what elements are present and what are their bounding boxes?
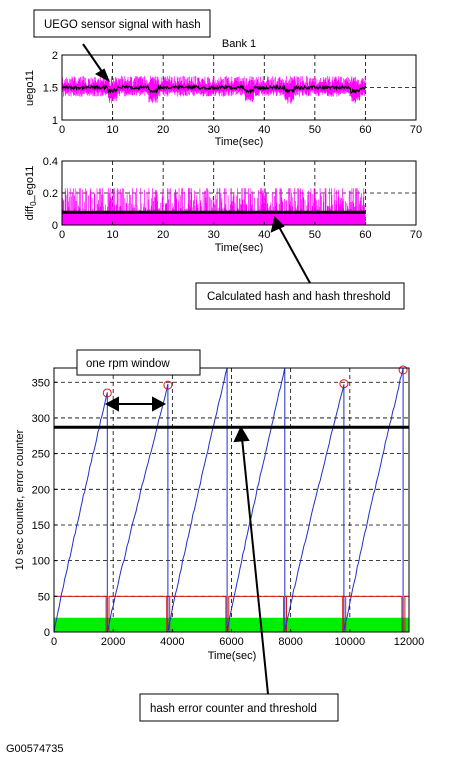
plot1-xtick-label: 50 bbox=[309, 124, 321, 136]
plot2-xtick-label: 60 bbox=[359, 229, 371, 241]
plot3-xtick-label: 4000 bbox=[160, 636, 184, 648]
plot2-xtick-label: 30 bbox=[208, 229, 220, 241]
plot1-ytick-label: 1 bbox=[52, 115, 58, 127]
peak-marker bbox=[339, 379, 349, 389]
annotation-arrows bbox=[82, 43, 311, 695]
hash-plot: 0 10 20 30 40 50 60 70 00.20.4 Time(sec) diff0_… bbox=[24, 156, 422, 254]
plot2-xtick-label: 70 bbox=[410, 229, 422, 241]
plot1-xtick-label: 0 bbox=[59, 124, 65, 136]
callout-hash-text: Calculated hash and hash threshold bbox=[207, 291, 391, 303]
plot3-ytick-label: 50 bbox=[38, 591, 50, 603]
plot2-ytick-label: 0.2 bbox=[43, 188, 58, 200]
callout-hash: Calculated hash and hash threshold bbox=[195, 282, 405, 310]
plot3-xtick-label: 0 bbox=[51, 636, 57, 648]
plot1-ytick-label: 2 bbox=[52, 50, 58, 62]
plot3-ytick-label: 300 bbox=[32, 413, 50, 425]
plot2-ylabel: diff0_ego11 bbox=[24, 166, 38, 221]
plot1-ytick-label: 1.5 bbox=[43, 83, 58, 95]
plot1-title: Bank 1 bbox=[222, 38, 256, 50]
plot3-xlabel: Time(sec) bbox=[208, 650, 256, 662]
plot1-xtick-label: 20 bbox=[157, 124, 169, 136]
plot2-xtick-label: 0 bbox=[59, 229, 65, 241]
callout-rpm: one rpm window bbox=[76, 349, 201, 376]
ten-sec-counter-ramp bbox=[106, 383, 169, 633]
plot1-xtick-label: 40 bbox=[258, 124, 270, 136]
arrow-rpm-head-left bbox=[104, 396, 119, 412]
uego-plot: Bank 1 0 10 20 30 40 50 60 70 11.52 Time(sec) u… bbox=[24, 38, 422, 148]
ten-sec-counter-ramp bbox=[167, 367, 228, 633]
counter-plot: 0 2000 4000 6000 8000 10000 12000 0 50 100 150 200… bbox=[14, 365, 424, 662]
plot3-ytick-label: 100 bbox=[32, 556, 50, 568]
plot3-data bbox=[53, 365, 409, 633]
plot1-y-ticks: 11.52 bbox=[43, 50, 65, 127]
ten-sec-counter-ramp bbox=[343, 367, 404, 633]
plot3-xtick-label: 12000 bbox=[394, 636, 425, 648]
arrow-hash-head bbox=[270, 216, 285, 233]
plot2-xtick-label: 40 bbox=[258, 229, 270, 241]
plot1-xtick-label: 30 bbox=[208, 124, 220, 136]
plot3-xtick-label: 8000 bbox=[278, 636, 302, 648]
plot2-x-ticks: 0 10 20 30 40 50 60 70 bbox=[59, 222, 422, 241]
figure-id: G00574735 bbox=[6, 743, 64, 755]
callout-uego: UEGO sensor signal with hash bbox=[33, 9, 211, 38]
plot2-ylabel-rest: _ego11 bbox=[24, 166, 36, 203]
peak-marker bbox=[163, 380, 173, 390]
plot2-y-ticks: 0 0.2 0.4 bbox=[43, 156, 65, 232]
callout-counter-text: hash error counter and threshold bbox=[150, 703, 317, 715]
uego-mean-line bbox=[61, 83, 366, 95]
plot2-data bbox=[61, 188, 366, 225]
plot3-ylabel: 10 sec counter, error counter bbox=[14, 429, 26, 570]
plot2-xtick-label: 10 bbox=[106, 229, 118, 241]
plot2-xtick-label: 50 bbox=[309, 229, 321, 241]
plot3-xtick-label: 2000 bbox=[101, 636, 125, 648]
ten-sec-counter-ramp bbox=[284, 384, 345, 633]
callout-counter: hash error counter and threshold bbox=[139, 693, 339, 722]
ten-sec-counter-ramp bbox=[226, 367, 286, 633]
arrow-counter-head bbox=[233, 425, 250, 443]
plot1-ylabel: uego11 bbox=[24, 70, 36, 106]
plot3-xtick-label: 6000 bbox=[219, 636, 243, 648]
plot1-xlabel: Time(sec) bbox=[215, 136, 263, 148]
peak-marker bbox=[398, 365, 408, 375]
plot3-ytick-label: 350 bbox=[32, 377, 50, 389]
arrow-uego-head bbox=[94, 68, 110, 83]
green-hash-band bbox=[54, 617, 409, 632]
plot3-ytick-label: 250 bbox=[32, 449, 50, 461]
plot1-xtick-label: 70 bbox=[410, 124, 422, 136]
plot2-xlabel: Time(sec) bbox=[215, 242, 263, 254]
arrow-rpm-head-right bbox=[152, 396, 167, 412]
arrow-counter-line bbox=[241, 437, 269, 695]
plot3-y-ticks: 0 50 100 150 200 250 300 350 bbox=[32, 377, 57, 639]
plot2-xtick-label: 20 bbox=[157, 229, 169, 241]
plot3-ytick-label: 150 bbox=[32, 520, 50, 532]
plot3-ytick-label: 200 bbox=[32, 484, 50, 496]
error-counter-line bbox=[54, 595, 409, 633]
callout-rpm-text: one rpm window bbox=[86, 358, 170, 370]
arrow-hash-line bbox=[277, 224, 311, 284]
plot2-ylabel-sub: 0 bbox=[29, 201, 38, 206]
plot2-ytick-label: 0.4 bbox=[43, 156, 58, 168]
plot3-ytick-label: 0 bbox=[44, 627, 50, 639]
plot3-xtick-label: 10000 bbox=[335, 636, 366, 648]
plot1-x-ticks: 0 10 20 30 40 50 60 70 bbox=[59, 117, 422, 136]
plot1-xtick-label: 10 bbox=[106, 124, 118, 136]
plot2-ylabel-main: diff bbox=[24, 205, 36, 220]
peak-marker bbox=[102, 388, 112, 398]
callout-uego-text: UEGO sensor signal with hash bbox=[44, 19, 201, 31]
plot1-xtick-label: 60 bbox=[359, 124, 371, 136]
plot3-x-ticks: 0 2000 4000 6000 8000 10000 12000 bbox=[51, 629, 424, 648]
plot2-ytick-label: 0 bbox=[52, 220, 58, 232]
